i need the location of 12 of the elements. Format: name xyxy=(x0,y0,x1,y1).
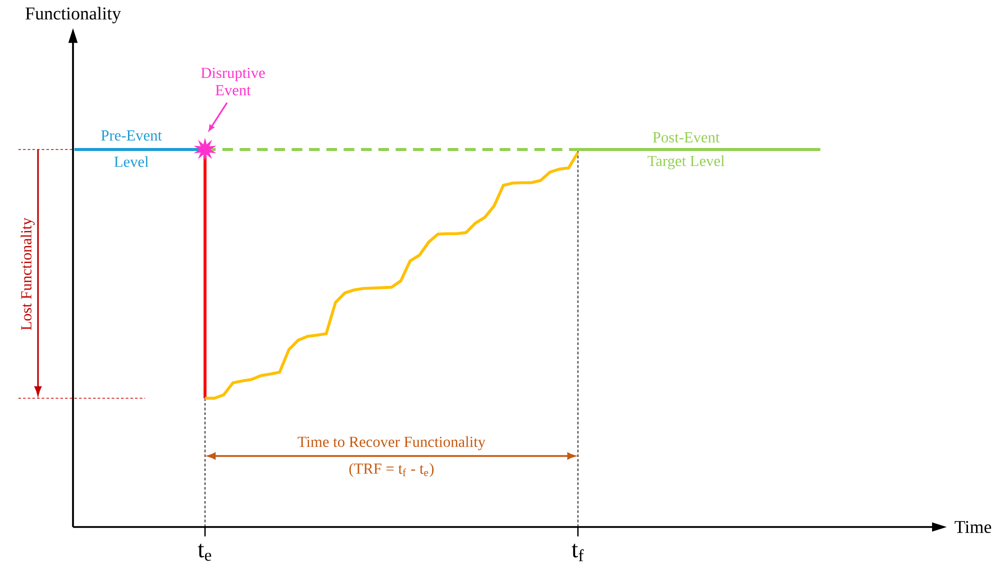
x-tick-label: t$_{f}$ xyxy=(572,544,584,562)
annotation: (TRF = t$_{f}$ - t$_{e}$) xyxy=(349,463,434,477)
text: Time xyxy=(954,520,992,534)
text: Lost Functionality xyxy=(20,218,35,330)
text: Disruptive Event xyxy=(201,68,265,96)
annotation: Target Level xyxy=(648,155,724,170)
x-tick-label: t$_{e}$ xyxy=(198,544,212,561)
text: Pre-Event xyxy=(101,130,162,141)
text: Functionality xyxy=(26,6,121,24)
annotation: Time to Recover Functionality xyxy=(298,436,486,450)
annotation: Level xyxy=(114,156,149,167)
text: Post-Event xyxy=(652,132,720,142)
